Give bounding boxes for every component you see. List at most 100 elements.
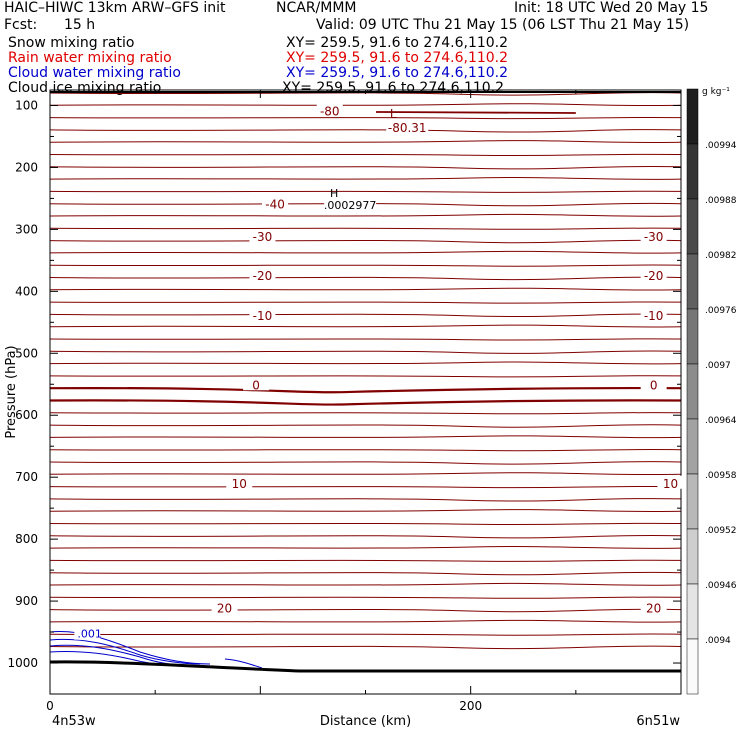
isotherm-label-bg xyxy=(249,307,276,321)
y-axis-title: Pressure (hPa) xyxy=(4,345,19,438)
org-label: NCAR/MMM xyxy=(276,0,357,16)
isotherm-line xyxy=(49,498,682,502)
extreme-label-bg xyxy=(386,121,429,134)
y-tick-label: 300 xyxy=(15,222,38,236)
field-xy-rain: XY= 259.5, 91.6 to 274.6,110.2 xyxy=(286,50,509,66)
high-marker: H xyxy=(330,187,338,200)
isotherm-line xyxy=(49,250,682,254)
isotherm-line xyxy=(49,412,682,415)
isotherm-label-bg xyxy=(249,229,276,243)
isotherm-line xyxy=(49,301,682,304)
x-endpoint-left: 4n53w xyxy=(52,714,96,729)
isotherm-label: -20 xyxy=(253,269,273,283)
isotherm-label: 20 xyxy=(646,601,661,615)
isotherm-line xyxy=(49,424,682,428)
y-tick-label: 100 xyxy=(15,98,38,112)
isotherm-line xyxy=(49,619,682,623)
isotherm-line xyxy=(49,461,682,465)
colorbar-label: .0097 xyxy=(705,361,731,371)
colorbar-unit: g kg⁻¹ xyxy=(702,87,730,97)
forecast-label: Fcst: xyxy=(4,17,38,33)
isotherm-line xyxy=(49,386,682,394)
isotherm-label-bg xyxy=(640,307,667,321)
isotherm-label: -10 xyxy=(644,309,664,323)
y-tick-label: 200 xyxy=(15,160,38,174)
isotherm-label-bg xyxy=(640,600,667,614)
isotherm-line xyxy=(49,399,682,406)
isotherm-line xyxy=(49,485,682,489)
isotherm-line xyxy=(49,435,682,439)
isotherm-label-bg xyxy=(640,229,667,243)
colorbar-label: .00994 xyxy=(705,141,737,151)
isotherm-label-bg xyxy=(211,600,238,614)
isotherm-line xyxy=(49,313,682,318)
isotherm-label: -30 xyxy=(253,230,273,244)
cloud-water-label-bg xyxy=(74,627,101,640)
isotherm-label: -40 xyxy=(265,197,285,211)
isotherm-label: 0 xyxy=(252,378,260,392)
colorbar-segment xyxy=(686,253,699,310)
isotherm-line xyxy=(49,103,682,107)
low-marker: L xyxy=(390,107,397,121)
isotherm-line xyxy=(49,338,682,341)
isotherm-label-bg xyxy=(316,103,343,117)
isotherm-label: 10 xyxy=(663,477,678,491)
field-name-snow: Snow mixing ratio xyxy=(8,35,135,51)
colorbar-label: .00946 xyxy=(705,581,737,591)
isotherm-label-bg xyxy=(262,196,289,210)
isotherm-label: -20 xyxy=(644,269,664,283)
isotherm-label: -30 xyxy=(644,230,664,244)
colorbar-segment xyxy=(686,528,699,585)
colorbar-segment xyxy=(686,143,699,200)
extreme-label-bg xyxy=(324,199,377,212)
field-name-rain: Rain water mixing ratio xyxy=(8,50,172,66)
colorbar-label: .00988 xyxy=(705,196,737,206)
terrain-line xyxy=(49,660,681,673)
isotherm-line xyxy=(49,608,682,613)
isotherm-line xyxy=(49,190,682,193)
isotherm-label-bg xyxy=(640,377,667,391)
init-time: Init: 18 UTC Wed 20 May 15 xyxy=(514,0,709,16)
isotherm-line xyxy=(49,633,682,636)
colorbar-segment xyxy=(686,473,699,530)
x-endpoint-right: 6n51w xyxy=(636,714,680,729)
isotherm-line xyxy=(49,116,682,120)
isotherm-line xyxy=(49,202,682,207)
cloud-water-contour xyxy=(49,638,201,665)
isotherm-line xyxy=(49,239,682,244)
isotherm-label-bg xyxy=(640,268,667,282)
isotherm-line xyxy=(49,153,682,157)
isotherm-label: -10 xyxy=(253,309,273,323)
isotherm-line xyxy=(49,140,682,143)
colorbar-segment xyxy=(686,418,699,475)
y-tick-label: 800 xyxy=(15,532,38,546)
isotherm-line xyxy=(49,571,682,576)
y-tick-label: 600 xyxy=(15,408,38,422)
isotherm-line xyxy=(49,213,682,217)
colorbar-label: .0094 xyxy=(705,636,731,646)
isotherm-line xyxy=(49,449,682,452)
forecast-hour: 15 h xyxy=(64,17,96,33)
isotherm-label: 10 xyxy=(232,477,247,491)
isotherm-line xyxy=(49,287,682,291)
low-value: -80.31 xyxy=(388,121,427,135)
isotherm-line xyxy=(49,177,682,180)
y-tick-label: 900 xyxy=(15,594,38,608)
colorbar-segment xyxy=(686,308,699,365)
isotherm-line xyxy=(49,276,682,281)
x-tick-label: 200 xyxy=(459,699,482,713)
isotherm-line xyxy=(49,264,682,267)
colorbar-label: .00958 xyxy=(705,471,737,481)
isotherm-line xyxy=(49,350,682,354)
isotherm-line xyxy=(49,559,682,562)
isotherm-line xyxy=(49,361,682,365)
isotherm-line xyxy=(49,596,682,599)
isotherm-line xyxy=(49,645,682,650)
x-axis-title: Distance (km) xyxy=(320,714,411,729)
colorbar-label: .00976 xyxy=(705,306,737,316)
isotherm-line xyxy=(49,227,682,230)
isotherm-label-bg xyxy=(226,475,253,489)
isotherm-label: 20 xyxy=(217,601,232,615)
isotherm-line xyxy=(376,111,576,114)
